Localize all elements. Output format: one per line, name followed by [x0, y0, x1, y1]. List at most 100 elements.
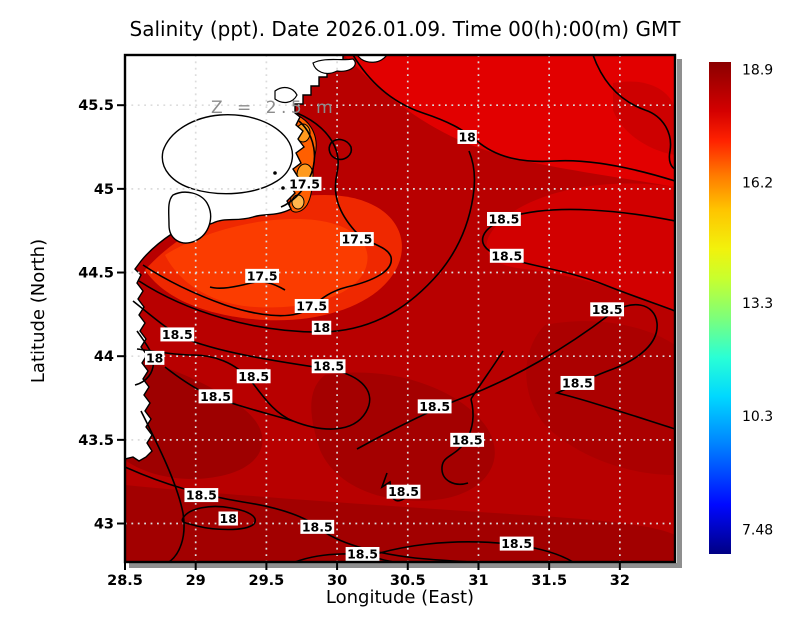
contour-label-box	[489, 248, 524, 263]
plume-orange-inner	[291, 194, 305, 210]
contour-label: 18.5	[386, 484, 421, 499]
contour-label-text: 18.5	[592, 302, 623, 317]
contour-label-text: 18.5	[186, 488, 217, 503]
colorbar-tick-label: 10.3	[742, 409, 773, 425]
contour-label-text: 18.5	[419, 399, 450, 414]
contour-label: 18.5	[590, 302, 625, 317]
contour-line	[470, 350, 504, 400]
contour-label-box	[339, 232, 374, 247]
contour-label-box	[311, 359, 346, 374]
contour-label-box	[386, 484, 421, 499]
colorbar-tick-label: 13.3	[742, 296, 773, 312]
contour-label-text: 18.5	[347, 547, 378, 562]
contour-line	[354, 541, 574, 562]
sea-medium-band	[486, 183, 675, 311]
contour-label-text: 18.5	[491, 248, 522, 263]
contour-line	[132, 300, 371, 430]
x-tick-label: 31.5	[531, 573, 567, 589]
y-tick-label: 45	[94, 182, 114, 198]
contour-label-box	[160, 327, 195, 342]
x-tick-label: 28.5	[107, 573, 143, 589]
land-mass	[125, 55, 388, 462]
contour-label-box	[144, 350, 165, 365]
contour-label: 18.5	[160, 327, 195, 342]
map-dot	[281, 186, 285, 190]
colorbar-tick-label: 18.9	[742, 62, 773, 78]
contour-label: 18.5	[184, 488, 219, 503]
contour-line	[181, 505, 256, 531]
plot-shadow-bottom	[129, 563, 682, 568]
x-tick-label: 30	[327, 573, 347, 589]
colorbar-tick-label: 16.2	[742, 176, 773, 192]
contour-label-text: 18.5	[200, 389, 231, 404]
contour-label: 17.5	[245, 268, 280, 283]
y-axis: Latitude (North) 43 43.5 44 44.5 45 45.5	[28, 98, 125, 533]
y-tick-label: 45.5	[78, 98, 114, 114]
contour-label-text: 18	[458, 129, 475, 144]
contour-line	[592, 55, 675, 170]
colorbar-tick-label: 7.48	[742, 522, 773, 538]
contour-label: 18.5	[417, 399, 452, 414]
contour-label-box	[417, 399, 452, 414]
contour-label-text: 18.5	[452, 432, 483, 447]
contour-label-text: 17.5	[289, 176, 320, 191]
contour-label-box	[184, 488, 219, 503]
sea-bright-upper	[285, 55, 675, 187]
contour-label: 18.5	[311, 359, 346, 374]
x-tick-label: 29.5	[248, 573, 284, 589]
x-tick-label: 32	[610, 573, 630, 589]
contour-label-text: 18.5	[388, 484, 419, 499]
contour-label: 18.5	[198, 389, 233, 404]
contour-label: 18	[311, 320, 332, 335]
contour-label-box	[294, 298, 329, 313]
contour-label-text: 17.5	[247, 268, 278, 283]
contour-label-text: 18.5	[501, 536, 532, 551]
contour-label: 17.5	[294, 298, 329, 313]
x-tick-label: 29	[186, 573, 206, 589]
contour-label-text: 18.5	[238, 369, 269, 384]
plot-shadow-right	[677, 59, 682, 567]
y-tick-label: 44	[94, 349, 114, 365]
lagoon-outline	[161, 114, 294, 195]
x-tick-label: 30.5	[390, 573, 426, 589]
contour-line	[209, 281, 286, 291]
contour-label-box	[457, 129, 477, 144]
contour-label: 18.5	[489, 248, 524, 263]
contour-label-box	[560, 375, 595, 390]
contour-label-text: 18.5	[313, 359, 344, 374]
contour-label: 18.5	[450, 432, 485, 447]
sea-dark-ne	[613, 81, 675, 155]
contour-label: 18.5	[345, 547, 380, 562]
x-tick-label: 31	[468, 573, 488, 589]
colorbar: 18.9 16.2 13.3 10.3 7.48	[709, 62, 773, 554]
contour-label-box	[345, 547, 380, 561]
sea-plume-red-inner	[165, 219, 368, 308]
x-axis-title: Longitude (East)	[326, 587, 474, 608]
contour-label-box	[198, 389, 233, 404]
contour-label: 18	[218, 511, 238, 526]
contour-label: 18	[144, 350, 165, 365]
contour-label: 18.5	[236, 369, 271, 384]
y-tick-label: 43	[94, 517, 114, 533]
depth-annotation: Z = 2.5 m	[211, 98, 337, 118]
contour-label-box	[236, 369, 271, 384]
x-axis: Longitude (East) 28.5 29 29.5 30 30.5 31 31.5 3…	[107, 562, 630, 608]
contour-label-text: 18	[220, 511, 237, 526]
y-tick-label: 44.5	[78, 266, 114, 282]
contour-label-text: 18.5	[488, 211, 519, 226]
contour-label-box	[218, 511, 238, 526]
contour-label-box	[287, 176, 322, 191]
contour-label-text: 18	[313, 320, 330, 335]
contour-line	[134, 330, 155, 386]
lagoon-outline	[274, 86, 298, 104]
contour-label: 17.5	[339, 232, 374, 247]
contour-label-box	[245, 268, 280, 283]
contour-line	[328, 138, 353, 161]
contour-line	[142, 112, 392, 317]
contour-line	[140, 410, 185, 562]
contour-line	[441, 398, 474, 485]
